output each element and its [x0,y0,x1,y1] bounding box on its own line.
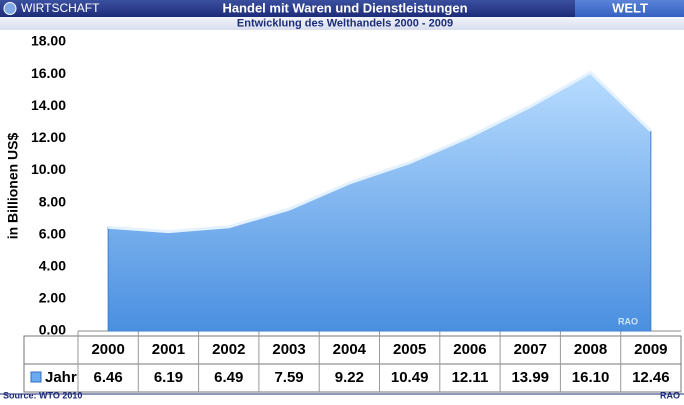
x-tick-label: 2007 [514,341,547,358]
data-label: 10.49 [391,369,429,386]
data-label: 12.46 [632,369,670,386]
watermark: RAO [618,316,638,326]
region-box [575,0,684,17]
legend-label: Jahr [45,369,77,386]
subtitle-bar [0,17,684,30]
data-label: 12.11 [452,369,489,386]
x-tick-label: 2002 [212,341,245,358]
x-tick-label: 2005 [393,341,426,358]
credit: RAO [660,390,680,400]
y-tick-label: 18.00 [31,33,66,49]
data-label: 13.99 [511,369,549,386]
region-label: WELT [612,0,648,15]
y-tick-label: 6.00 [39,225,66,241]
x-tick-label: 2000 [91,341,124,358]
data-label: 6.46 [94,369,123,386]
data-table [23,335,682,393]
y-tick-label: 12.00 [31,129,66,145]
x-tick-label: 2004 [333,341,367,358]
data-label: 7.59 [274,369,303,386]
header-bar [0,0,684,17]
x-tick-label: 2009 [634,341,667,358]
area-edge [108,71,652,234]
data-label: 9.22 [335,369,364,386]
y-axis-label: in Billionen US$ [5,133,21,240]
legend-swatch [30,371,42,383]
y-tick-label: 8.00 [39,193,66,209]
data-label: 6.49 [214,369,243,386]
source-note: Source: WTO 2010 [3,390,82,400]
y-tick-label: 14.00 [31,97,66,113]
area [107,71,652,332]
x-tick-label: 2003 [272,341,305,358]
x-tick-label: 2001 [152,341,185,358]
y-tick-label: 0.00 [39,322,66,338]
data-label: 16.10 [572,369,610,386]
x-tick-label: 2008 [574,341,607,358]
section-label: WIRTSCHAFT [21,1,100,15]
chart-title: Handel mit Waren und Dienstleistungen [222,0,467,15]
y-tick-label: 2.00 [39,290,66,306]
y-tick-label: 4.00 [39,257,66,273]
globe-icon [3,2,17,15]
x-tick-label: 2006 [453,341,486,358]
data-label: 6.19 [154,369,183,386]
y-tick-label: 10.00 [31,161,66,177]
y-tick-label: 16.00 [31,65,66,81]
chart-subtitle: Entwicklung des Welthandels 2000 - 2009 [237,17,453,29]
